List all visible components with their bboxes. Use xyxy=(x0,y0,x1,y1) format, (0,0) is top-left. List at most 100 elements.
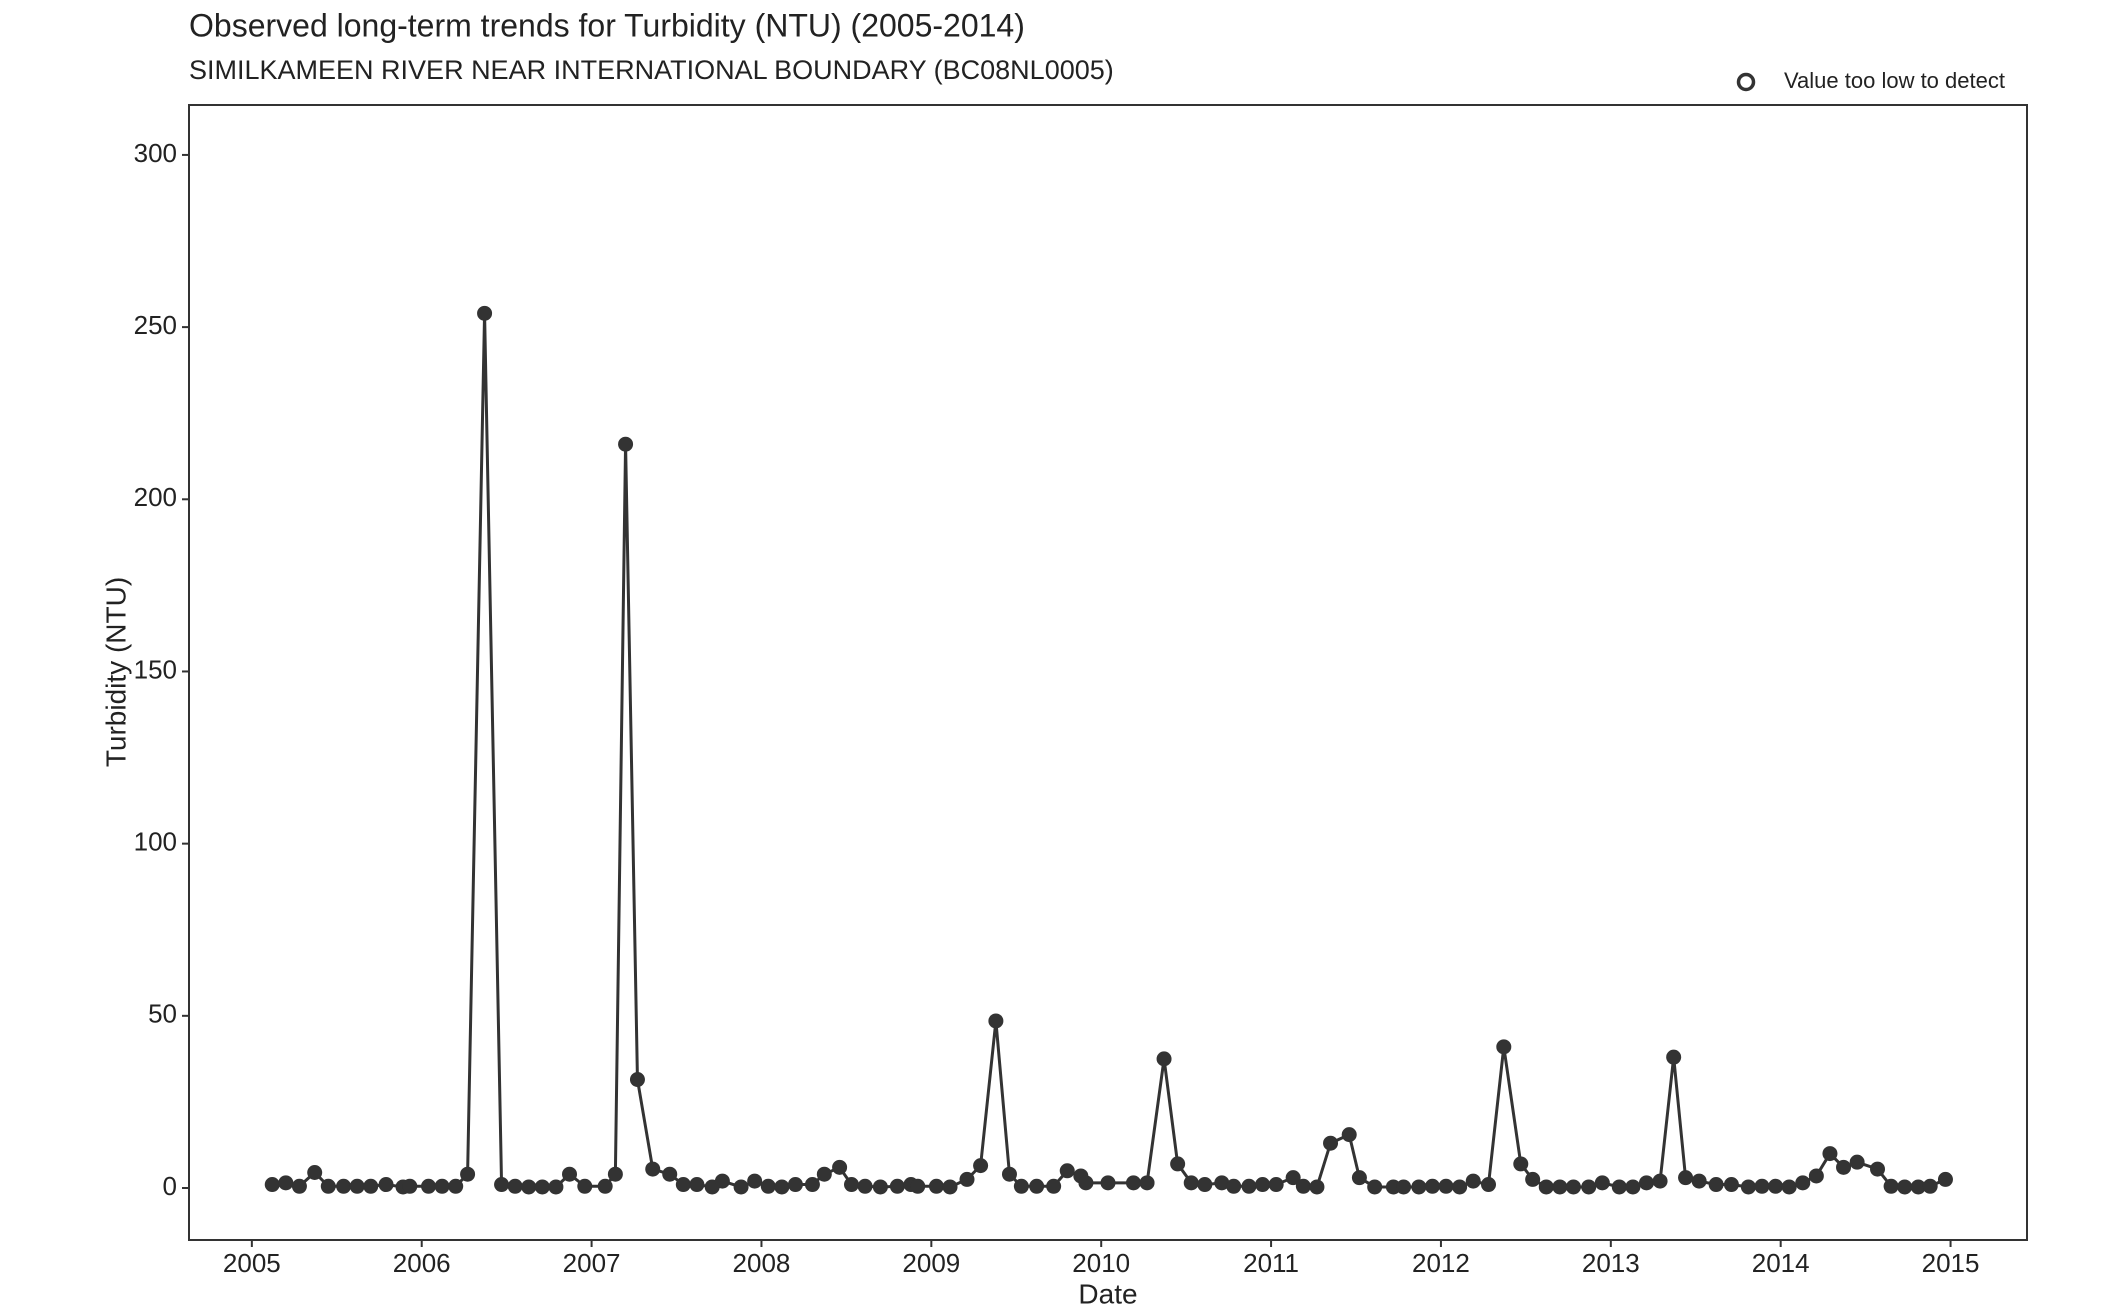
y-tick-label: 100 xyxy=(134,827,177,857)
data-point xyxy=(662,1166,678,1182)
data-point xyxy=(1183,1175,1199,1191)
data-point xyxy=(1723,1177,1739,1193)
data-point xyxy=(1754,1178,1770,1194)
x-tick-label: 2013 xyxy=(1582,1248,1640,1278)
data-point xyxy=(1565,1179,1581,1195)
legend-marker xyxy=(1736,72,1756,92)
data-line xyxy=(272,313,1947,1189)
data-point xyxy=(597,1178,613,1194)
data-point xyxy=(1666,1049,1682,1065)
data-point xyxy=(1411,1179,1427,1195)
data-point xyxy=(1078,1175,1094,1191)
data-point xyxy=(1849,1154,1865,1170)
data-point xyxy=(733,1179,749,1195)
y-tick-label: 0 xyxy=(163,1171,177,1201)
data-point xyxy=(1100,1175,1116,1191)
x-tick-label: 2014 xyxy=(1752,1248,1810,1278)
data-point xyxy=(747,1173,763,1189)
y-tick-label: 250 xyxy=(134,310,177,340)
data-point xyxy=(1029,1178,1045,1194)
data-point xyxy=(1059,1163,1075,1179)
y-tick-label: 50 xyxy=(148,999,177,1029)
x-tick-label: 2012 xyxy=(1412,1248,1470,1278)
data-point xyxy=(291,1178,307,1194)
data-point xyxy=(320,1178,336,1194)
y-tick-label: 200 xyxy=(134,482,177,512)
data-point xyxy=(363,1178,379,1194)
data-point xyxy=(1836,1159,1852,1175)
data-point xyxy=(460,1166,476,1182)
chart-title: Observed long-term trends for Turbidity … xyxy=(189,7,1025,43)
data-point xyxy=(1438,1178,1454,1194)
data-point xyxy=(336,1178,352,1194)
data-point xyxy=(1214,1175,1230,1191)
data-point xyxy=(787,1177,803,1193)
data-point xyxy=(1808,1168,1824,1184)
data-point xyxy=(1581,1179,1597,1195)
data-point xyxy=(494,1177,510,1193)
data-point xyxy=(1922,1178,1938,1194)
data-point xyxy=(1323,1135,1339,1151)
data-point xyxy=(1285,1170,1301,1186)
data-point xyxy=(548,1179,564,1195)
data-point xyxy=(645,1161,661,1177)
data-point xyxy=(832,1159,848,1175)
data-point xyxy=(349,1178,365,1194)
data-point xyxy=(1424,1178,1440,1194)
x-tick-label: 2009 xyxy=(902,1248,960,1278)
data-point xyxy=(1883,1178,1899,1194)
data-point xyxy=(1481,1177,1497,1193)
data-point xyxy=(988,1013,1004,1029)
x-tick-label: 2005 xyxy=(223,1248,281,1278)
data-point xyxy=(816,1166,832,1182)
data-point xyxy=(889,1178,905,1194)
data-point xyxy=(264,1177,280,1193)
data-point xyxy=(1740,1179,1756,1195)
data-point xyxy=(629,1072,645,1088)
data-point xyxy=(689,1177,705,1193)
data-point xyxy=(1351,1170,1367,1186)
data-point xyxy=(448,1178,464,1194)
data-point xyxy=(1611,1179,1627,1195)
data-point xyxy=(607,1166,623,1182)
data-point xyxy=(1255,1177,1271,1193)
chart-subtitle: SIMILKAMEEN RIVER NEAR INTERNATIONAL BOU… xyxy=(189,55,1114,85)
x-tick-label: 2015 xyxy=(1922,1248,1980,1278)
data-point xyxy=(1241,1178,1257,1194)
data-point xyxy=(521,1179,537,1195)
data-point xyxy=(562,1166,578,1182)
legend-label: Value too low to detect xyxy=(1784,68,2005,93)
data-point xyxy=(1678,1170,1694,1186)
data-point xyxy=(1013,1178,1029,1194)
data-point xyxy=(1638,1175,1654,1191)
data-point xyxy=(1367,1179,1383,1195)
data-point xyxy=(1139,1175,1155,1191)
x-tick-label: 2008 xyxy=(733,1248,791,1278)
data-point xyxy=(1822,1146,1838,1162)
data-point xyxy=(378,1177,394,1193)
x-tick-label: 2007 xyxy=(563,1248,621,1278)
y-tick-label: 300 xyxy=(134,138,177,168)
x-tick-label: 2006 xyxy=(393,1248,451,1278)
data-point xyxy=(421,1178,437,1194)
data-point xyxy=(1795,1175,1811,1191)
data-point xyxy=(1691,1173,1707,1189)
data-point xyxy=(910,1178,926,1194)
data-point xyxy=(1538,1179,1554,1195)
data-point xyxy=(1226,1178,1242,1194)
data-point xyxy=(1781,1179,1797,1195)
data-point xyxy=(577,1178,593,1194)
data-point xyxy=(1046,1178,1062,1194)
data-point xyxy=(1452,1179,1468,1195)
data-point xyxy=(1001,1166,1017,1182)
data-point xyxy=(618,436,634,452)
data-point xyxy=(1552,1179,1568,1195)
data-point xyxy=(1465,1173,1481,1189)
data-point xyxy=(1341,1127,1357,1143)
y-tick-label: 150 xyxy=(134,654,177,684)
data-point xyxy=(534,1179,550,1195)
data-point xyxy=(307,1165,323,1181)
data-point xyxy=(1295,1178,1311,1194)
data-point xyxy=(1170,1156,1186,1172)
data-point xyxy=(843,1177,859,1193)
